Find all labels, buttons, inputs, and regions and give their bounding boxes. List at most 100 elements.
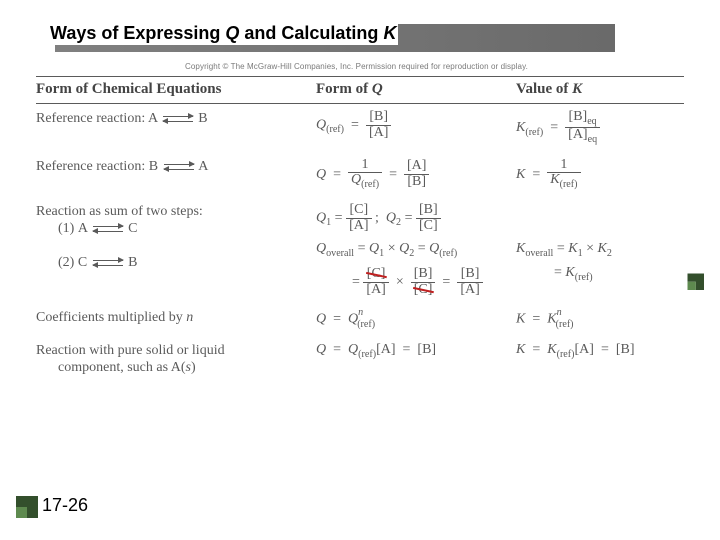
r1-label: Reference reaction: (36, 111, 148, 126)
r3-q2-den: [C] (416, 218, 441, 234)
r1-rhs: B (198, 111, 207, 126)
r4-k: K (516, 312, 525, 327)
r3-k2s: 2 (607, 248, 612, 259)
r5-kr-sub: (ref) (557, 349, 575, 360)
r3-label: Reaction as sum of two steps: (36, 203, 316, 221)
k-form-1: K(ref) = [B]eq [A]eq (516, 110, 684, 146)
r1-q: Q (316, 117, 326, 132)
r3-kref-sub: (ref) (575, 271, 593, 282)
r3-xb2: [B] (457, 267, 482, 282)
eq-form-5: Reaction with pure solid or liquid compo… (36, 342, 316, 377)
r2-k-den: K(ref) (547, 172, 580, 190)
r5-l3: ) (191, 360, 196, 375)
equilibrium-arrows-icon (164, 162, 194, 172)
r2-q-den1-sub: (ref) (361, 179, 379, 190)
r5-kr: K (547, 342, 556, 357)
header-c3-k: K (572, 81, 582, 97)
r3-cancel-f2: [B] [C] (411, 267, 436, 297)
r3-qov: Q (316, 241, 326, 256)
r1-q-frac: [B][A] (366, 110, 391, 140)
r1-k: K (516, 120, 525, 135)
r3-q12: Q1 = [C][A] ; Q2 = [B][C] (316, 203, 516, 233)
header-c2-pre: Form of (316, 81, 372, 97)
r4-qn: n (358, 307, 363, 318)
title-pre: Ways of Expressing (50, 23, 225, 43)
slide-title: Ways of Expressing Q and Calculating K (48, 22, 398, 45)
bullet-decor-icon (16, 496, 38, 518)
title-q: Q (225, 23, 239, 43)
r3-kref-line: = K(ref) (516, 265, 684, 283)
r1-k-num: [B]eq (565, 110, 600, 127)
r3-s1-lhs: A (78, 221, 87, 236)
equilibrium-arrows-icon (93, 258, 123, 268)
r3-cancel-c2: [C] (411, 282, 436, 298)
k-form-5: K = K(ref)[A] = [B] (516, 342, 684, 360)
r3-kov: K (516, 241, 525, 256)
r5-l1: Reaction with pure solid or liquid (36, 342, 316, 360)
r5-qr: Q (348, 342, 358, 357)
header-c2-q: Q (372, 81, 383, 97)
equilibrium-arrows-icon (93, 224, 123, 234)
r2-q-num2: [A] (404, 159, 429, 174)
r3-q2-num: [B] (416, 203, 441, 218)
r3-q2: Q (386, 210, 396, 225)
header-col2: Form of Q (316, 81, 516, 98)
copyright-line: Copyright © The McGraw-Hill Companies, I… (185, 62, 528, 71)
r5-kb: [B] (616, 342, 635, 357)
r2-k-frac: 1 K(ref) (547, 158, 580, 191)
r1-q-num: [B] (366, 110, 391, 125)
r3-times1: × (388, 241, 396, 256)
r1-k-num-t: [B] (569, 109, 588, 124)
r3-times2: × (396, 274, 404, 289)
r1-k-den: [A]eq (565, 127, 600, 145)
r2-q-frac1: 1 Q(ref) (348, 158, 382, 191)
r5-k: K (516, 342, 525, 357)
eq-form-1: Reference reaction: A B (36, 110, 316, 128)
r4-label: Coefficients multiplied by (36, 310, 186, 325)
r5-b: [B] (417, 342, 436, 357)
r5-q: Q (316, 342, 326, 357)
r1-lhs: A (148, 111, 157, 126)
r3-step2: (2) C B (36, 254, 316, 272)
r2-k: K (516, 167, 525, 182)
r3-qoverall: Qoverall = Q1 × Q2 = Q(ref) (316, 241, 516, 259)
k-form-4: K = Kn(ref) (516, 309, 684, 329)
r2-q-num1: 1 (348, 158, 382, 173)
r2-q-den2: [B] (404, 174, 429, 190)
r2-q-frac2: [A][B] (404, 159, 429, 189)
r3-k1: K (568, 241, 577, 256)
r3-qref-sub: (ref) (439, 248, 457, 259)
eq-form-4: Coefficients multiplied by n (36, 309, 316, 327)
table-row: Coefficients multiplied by n Q = Qn(ref)… (36, 303, 684, 335)
q-form-4: Q = Qn(ref) (316, 309, 516, 329)
r3-cancel-f1: [C] [A] (363, 267, 388, 297)
r4-q: Q (316, 312, 326, 327)
title-k: K (383, 23, 396, 43)
eq-form-3: Reaction as sum of two steps: (1) A C (2… (36, 203, 316, 272)
r4-n: n (186, 310, 193, 325)
r2-rhs: A (198, 159, 208, 174)
title-mid: and Calculating (239, 23, 383, 43)
r4-kr-sub: (ref) (556, 319, 574, 330)
table-row: Reference reaction: B A Q = 1 Q(ref) = [… (36, 152, 684, 197)
r1-k-den-t: [A] (568, 127, 587, 142)
r3-qo-q2: Q (399, 241, 409, 256)
r3-s1-rhs: C (128, 221, 137, 236)
r3-xa2: [A] (457, 282, 482, 298)
r3-s2-lhs: C (78, 255, 87, 270)
r4-qr-sub: (ref) (357, 319, 375, 330)
equilibrium-arrows-icon (163, 114, 193, 124)
r3-step1: (1) A C (36, 220, 316, 238)
r3-q1-num: [C] (346, 203, 371, 218)
bullet-decor-icon (688, 274, 705, 291)
header-col3: Value of K (516, 81, 684, 98)
r3-cancel-line: = [C] [A] × [B] [C] = [B][A] (316, 267, 516, 297)
r1-k-sub: (ref) (525, 127, 543, 138)
r5-qr-sub: (ref) (358, 349, 376, 360)
r3-xc1: [C] (367, 267, 386, 282)
header-row: Form of Chemical Equations Form of Q Val… (36, 76, 684, 104)
r3-cancel-c1: [C] (363, 267, 388, 282)
r3-q1-frac: [C][A] (346, 203, 371, 233)
r3-xc2: [C] (414, 283, 433, 298)
r3-q1-den: [A] (346, 218, 371, 234)
